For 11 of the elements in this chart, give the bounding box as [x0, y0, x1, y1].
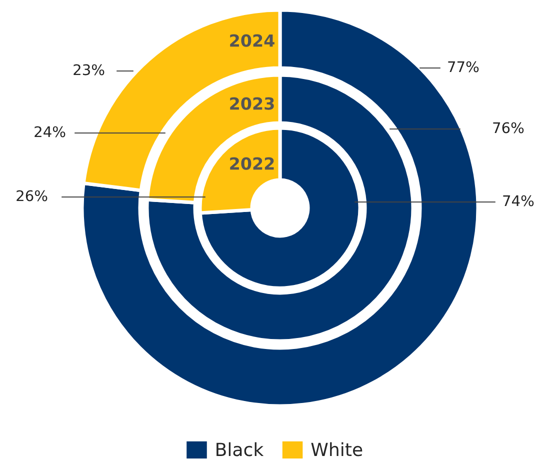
data-label: 77%	[448, 61, 479, 72]
data-label: 23%	[74, 64, 104, 76]
legend-label: White	[311, 442, 362, 456]
data-label: 26%	[16, 190, 48, 202]
slice-label: 2024	[230, 34, 274, 47]
data-label: 76%	[493, 122, 524, 134]
slice-label: 2023	[230, 97, 274, 110]
data-label: 74%	[503, 195, 534, 206]
data-label: 24%	[34, 126, 66, 138]
slice-label: 2022	[230, 157, 274, 170]
legend-label: Black	[216, 442, 264, 456]
